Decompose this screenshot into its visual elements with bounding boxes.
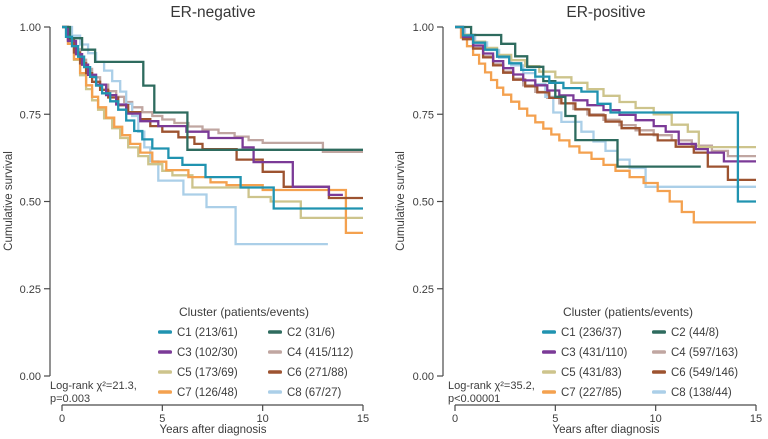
- legend-label-C5: C5 (431/83): [561, 367, 622, 379]
- legend-swatch-C6: [268, 370, 282, 374]
- legend-swatch-C3: [158, 350, 172, 354]
- curve-ER-positive-C7: [455, 25, 756, 224]
- legend-swatch-C6: [652, 370, 666, 374]
- legend-swatch-C1: [158, 330, 172, 334]
- y-tick-label: 1.00: [413, 22, 434, 34]
- y-tick-label: 0.00: [20, 371, 41, 383]
- legend-swatch-C2: [652, 330, 666, 334]
- curves-left: [62, 25, 363, 246]
- legend-title-left: Cluster (patients/events): [179, 305, 309, 319]
- y-tick-label: 0.00: [413, 371, 434, 383]
- stats-line2-right: p<0.00001: [448, 393, 500, 405]
- legend-label-C7: C7 (126/48): [177, 387, 238, 399]
- curve-ER-negative-C3: [62, 25, 343, 197]
- curve-ER-positive-C6: [455, 25, 756, 182]
- curve-ER-negative-C4: [62, 25, 363, 154]
- curve-ER-negative-C5: [62, 25, 363, 220]
- legend-swatch-C3: [542, 350, 556, 354]
- y-tick-label: 0.50: [20, 197, 41, 209]
- legend-label-C3: C3 (102/30): [177, 347, 238, 359]
- y-axis-label-left: Cumulative survival: [3, 151, 15, 251]
- x-axis-label-left: Years after diagnosis: [160, 424, 267, 436]
- legend-label-C2: C2 (31/6): [287, 327, 335, 339]
- curves-right: [455, 25, 756, 224]
- legend-swatch-C8: [268, 390, 282, 394]
- legend-label-C8: C8 (138/44): [671, 387, 732, 399]
- x-tick-label: 5: [552, 413, 558, 425]
- legend-swatch-C4: [268, 350, 282, 354]
- curve-ER-negative-C8: [62, 25, 328, 246]
- legend-left: C1 (213/61) C2 (31/6) C3 (102/30) C4 (415/1…: [158, 327, 353, 399]
- curve-ER-negative-C7: [62, 25, 363, 235]
- curve-ER-positive-C2: [455, 25, 701, 168]
- curve-ER-positive-C4: [455, 25, 756, 158]
- curve-ER-negative-C1: [62, 25, 363, 210]
- x-tick-label: 15: [750, 413, 762, 425]
- y-tick-label: 0.50: [413, 197, 434, 209]
- curve-ER-positive-C8: [455, 25, 756, 188]
- legend-label-C4: C4 (415/112): [287, 347, 353, 359]
- y-tick-label: 0.25: [20, 284, 41, 296]
- axes-left: 0.00 0.25 0.50 0.75 1.00 0 5 10 15: [20, 22, 370, 425]
- legend-swatch-C5: [542, 370, 556, 374]
- legend-label-C4: C4 (597/163): [671, 347, 738, 359]
- legend-right: C1 (236/37) C2 (44/8) C3 (431/110) C4 (597/…: [542, 327, 738, 399]
- legend-swatch-C2: [268, 330, 282, 334]
- legend-swatch-C4: [652, 350, 666, 354]
- x-tick-label: 10: [650, 413, 662, 425]
- legend-label-C8: C8 (67/27): [287, 387, 342, 399]
- legend-swatch-C7: [542, 390, 556, 394]
- legend-swatch-C5: [158, 370, 172, 374]
- legend-label-C6: C6 (549/146): [671, 367, 738, 379]
- legend-swatch-C8: [652, 390, 666, 394]
- legend-label-C1: C1 (236/37): [561, 327, 622, 339]
- legend-label-C3: C3 (431/110): [561, 347, 627, 359]
- x-tick-label: 15: [357, 413, 369, 425]
- curve-ER-positive-C3: [455, 25, 756, 163]
- legend-label-C7: C7 (227/85): [561, 387, 622, 399]
- legend-swatch-C7: [158, 390, 172, 394]
- x-tick-label: 5: [159, 413, 165, 425]
- panel-title-er-positive: ER-positive: [566, 4, 645, 21]
- legend-label-C2: C2 (44/8): [671, 327, 719, 339]
- stats-line1-left: Log-rank χ²=21.3,: [50, 380, 137, 392]
- x-axis-label-right: Years after diagnosis: [553, 424, 660, 436]
- axes-right: 0.00 0.25 0.50 0.75 1.00 0 5 10 15: [413, 22, 763, 425]
- curve-ER-positive-C1: [455, 25, 756, 203]
- legend-label-C6: C6 (271/88): [287, 367, 348, 379]
- x-tick-label: 0: [452, 413, 458, 425]
- legend-title-right: Cluster (patients/events): [563, 305, 693, 319]
- legend-label-C1: C1 (213/61): [177, 327, 238, 339]
- stats-line1-right: Log-rank χ²=35.2,: [448, 380, 535, 392]
- x-tick-label: 0: [59, 413, 65, 425]
- y-axis-label-right: Cumulative survival: [395, 151, 407, 251]
- y-tick-label: 0.25: [413, 284, 434, 296]
- legend-swatch-C1: [542, 330, 556, 334]
- y-tick-label: 0.75: [20, 109, 41, 121]
- y-tick-label: 1.00: [20, 22, 41, 34]
- panel-title-er-negative: ER-negative: [170, 4, 255, 21]
- legend-label-C5: C5 (173/69): [177, 367, 238, 379]
- x-tick-label: 10: [257, 413, 269, 425]
- y-tick-label: 0.75: [413, 109, 434, 121]
- stats-line2-left: p=0.003: [50, 393, 90, 405]
